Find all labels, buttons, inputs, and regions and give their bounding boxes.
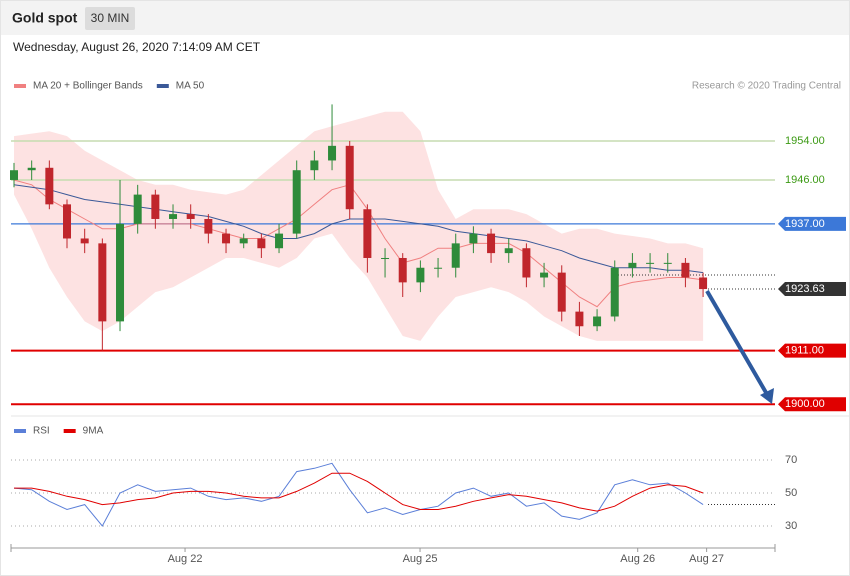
ma-line (13, 179, 704, 308)
candle-body (575, 311, 584, 327)
candle-body (116, 223, 125, 322)
candle-body (451, 243, 460, 268)
level-tag (778, 343, 846, 358)
candle-body (204, 218, 213, 234)
candle-body (151, 194, 160, 219)
candle-body (540, 272, 549, 278)
indicator-line (13, 462, 704, 527)
candle-body (628, 262, 637, 268)
candle-body (469, 233, 478, 244)
y-tick-label: 70 (785, 454, 797, 466)
candle-body (222, 233, 231, 244)
interval[interactable]: 30 MIN (91, 11, 130, 25)
y-tick-label: 30 (785, 520, 797, 532)
candle-body (310, 160, 319, 171)
candle-body (363, 209, 372, 258)
candle-body (10, 170, 19, 180)
legend-label: MA 50 (176, 81, 205, 92)
title: Gold spot (12, 10, 78, 26)
y-tick-label: 50 (785, 487, 797, 499)
candle-body (328, 145, 337, 161)
candle-body (186, 214, 195, 219)
indicator-line (14, 472, 704, 512)
candle-body (275, 233, 284, 249)
candle-body (27, 167, 36, 171)
legend-label: RSI (33, 426, 50, 437)
candle-body (487, 233, 496, 254)
x-tick-label: Aug 22 (168, 553, 203, 565)
legend-swatch (14, 429, 26, 433)
level-label: 1946.00 (785, 174, 825, 186)
x-tick-label: Aug 25 (403, 553, 438, 565)
last-price-label: 1923.63 (785, 283, 825, 295)
x-tick-label: Aug 27 (689, 553, 724, 565)
candle-body (292, 170, 301, 234)
candle-body (169, 214, 178, 219)
candle-body (699, 277, 708, 290)
interval-badge[interactable] (85, 7, 135, 30)
candle-body (681, 262, 690, 278)
level-label: 1937.00 (785, 218, 825, 230)
candle-body (663, 262, 672, 264)
level-label: 1900.00 (785, 398, 825, 410)
bollinger-band (14, 111, 704, 341)
legend-label: 9MA (83, 426, 104, 437)
candle-body (133, 194, 142, 224)
timestamp: Wednesday, August 26, 2020 7:14:09 AM CE… (13, 40, 261, 54)
candle-body (381, 257, 390, 259)
candle-body (610, 267, 619, 317)
last-price-tag (778, 282, 846, 297)
candle-body (434, 267, 443, 269)
level-label: 1911.00 (785, 345, 824, 357)
candle-body (416, 267, 425, 283)
header-bar (1, 1, 849, 35)
legend-swatch (156, 84, 169, 88)
level-tag (778, 397, 846, 412)
candle-body (504, 248, 513, 254)
candle-body (45, 167, 54, 205)
plot-layer: Aug 22 Aug 25 Aug 26 Aug 27 MA 20 + Bollinge… (10, 81, 797, 565)
band-layer (14, 111, 704, 341)
levels-layer: 1954.00 1946.00 1937.00 1911.00 1900.00 1923.… (11, 135, 846, 412)
candle-body (98, 243, 107, 322)
candle-body (398, 257, 407, 283)
candle-body (345, 145, 354, 210)
x-tick-label: Aug 26 (620, 553, 655, 565)
level-label: 1954.00 (785, 135, 825, 147)
candle-body (522, 248, 531, 278)
legend-swatch (63, 429, 76, 433)
legend-swatch (14, 84, 26, 88)
candle-body (63, 204, 72, 239)
forecast-arrow (705, 289, 770, 398)
candle-body (257, 238, 266, 249)
ma-line (13, 184, 704, 274)
candle-body (593, 316, 602, 327)
level-tag (778, 216, 846, 231)
legend-label: MA 20 + Bollinger Bands (33, 81, 143, 92)
forecast-arrow-head (760, 388, 774, 404)
candle-body (557, 272, 566, 312)
source: Research © 2020 Trading Central (692, 81, 841, 92)
candle-body (646, 262, 655, 264)
candle-body (80, 238, 89, 244)
candle-body (239, 238, 248, 244)
